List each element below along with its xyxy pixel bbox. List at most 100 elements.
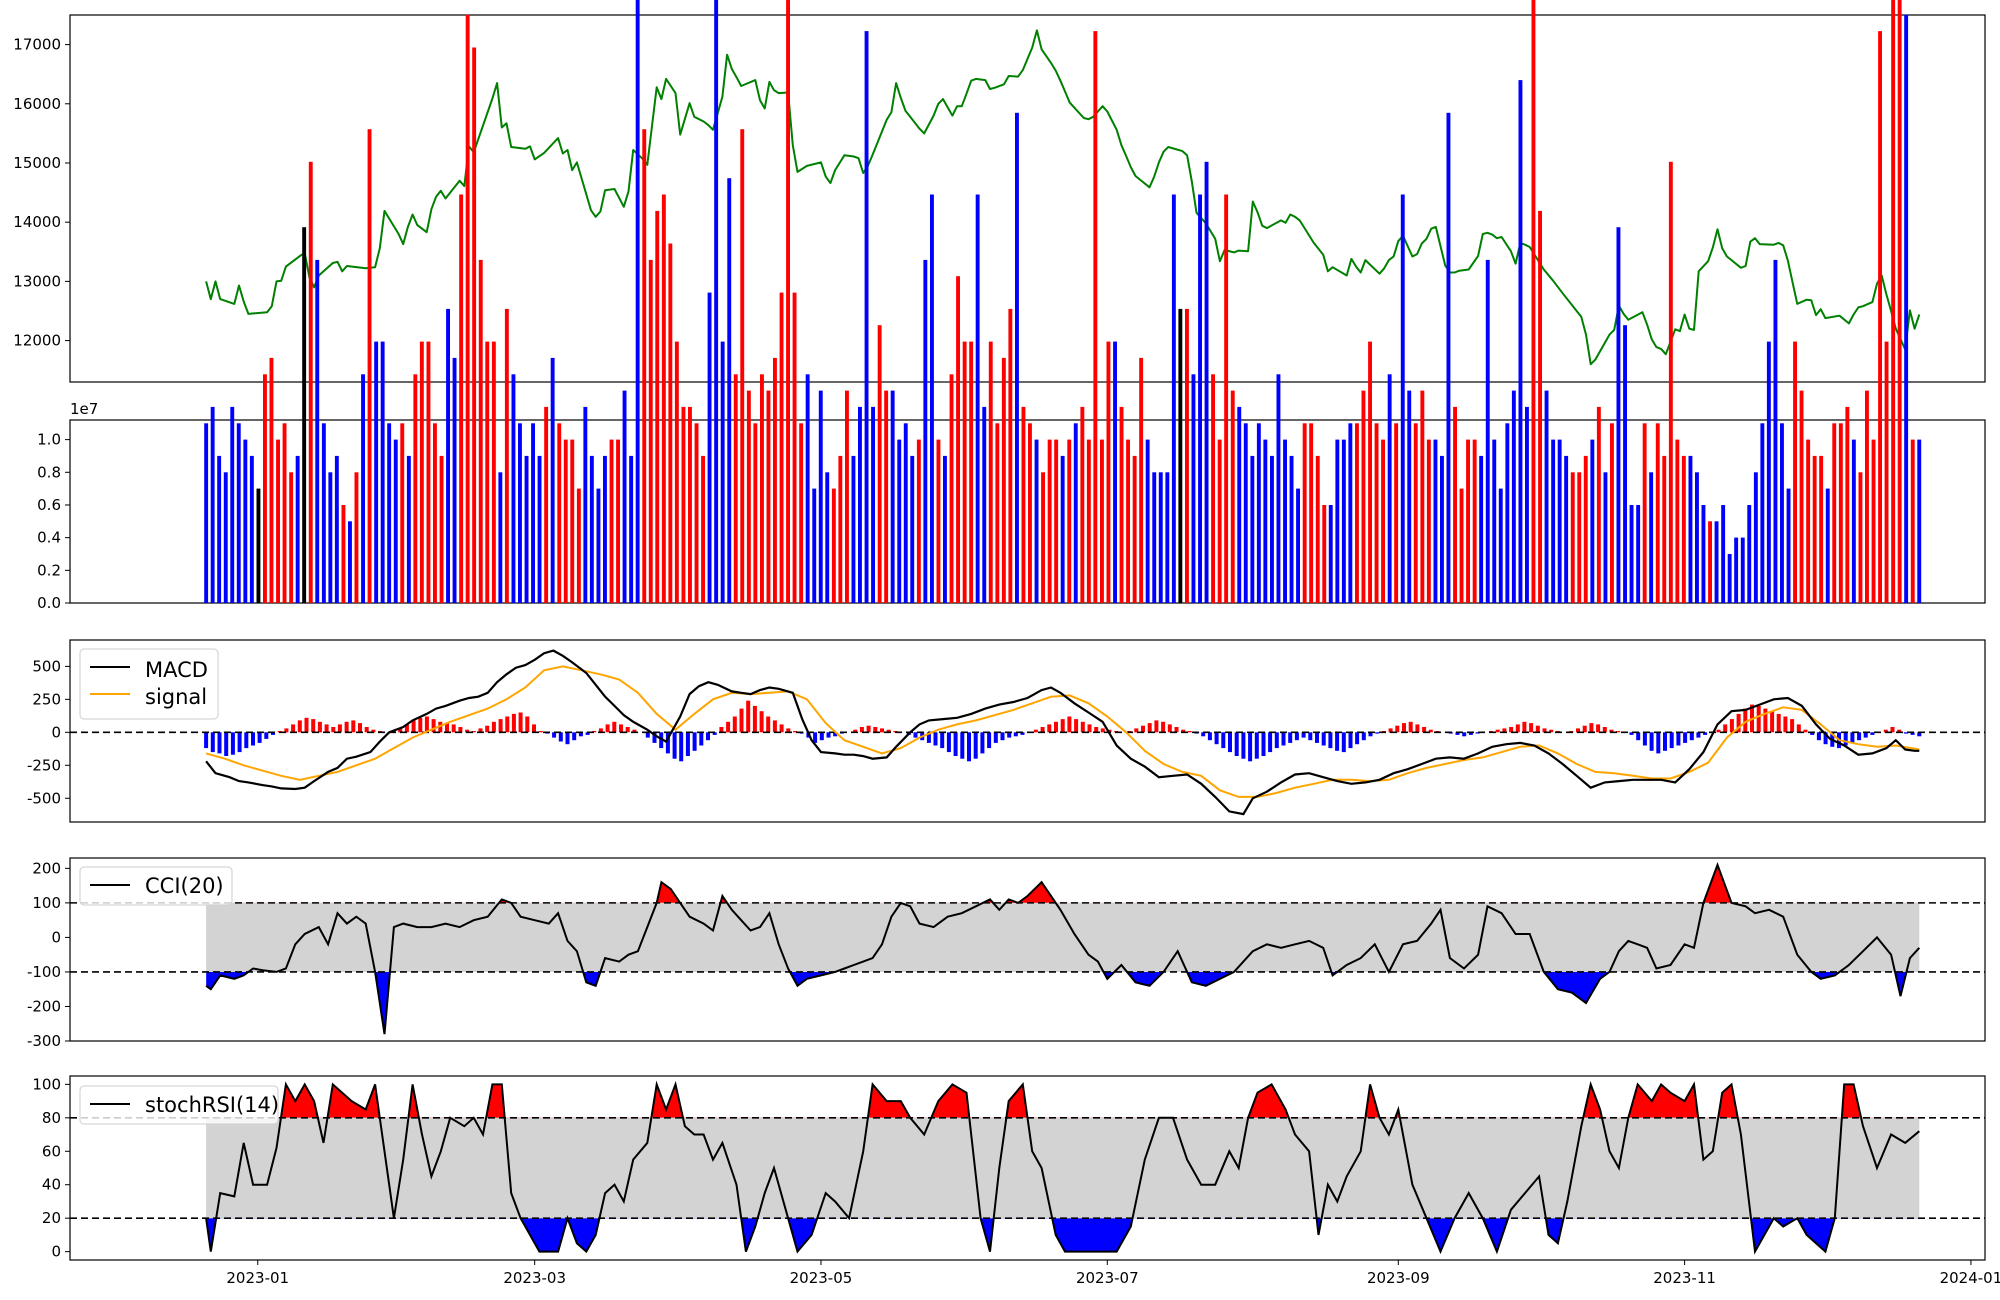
volume-bar xyxy=(544,406,549,603)
macd-histogram-bar xyxy=(1870,732,1875,735)
volume-bar xyxy=(1335,439,1340,603)
volume-bar xyxy=(1270,455,1274,603)
volume-bar xyxy=(858,406,862,603)
volume-bar xyxy=(1498,488,1503,603)
macd-histogram-bar xyxy=(779,724,784,733)
macd-histogram-bar xyxy=(1341,732,1346,753)
macd-histogram-bar xyxy=(1616,731,1621,733)
x-tick-label: 2023-03 xyxy=(503,1269,566,1287)
volume-ytick-label: 0.2 xyxy=(37,561,61,579)
volume-bar xyxy=(1178,308,1183,603)
macd-histogram-bar xyxy=(1770,711,1775,733)
macd-histogram-bar xyxy=(1703,732,1708,735)
macd-histogram-bar xyxy=(913,732,918,738)
macd-histogram-bar xyxy=(1094,727,1099,733)
volume-bar xyxy=(1596,406,1601,603)
volume-bar xyxy=(361,374,365,604)
volume-bar xyxy=(1681,455,1686,603)
volume-bar xyxy=(1636,505,1641,603)
macd-histogram-bar xyxy=(886,729,891,733)
stochrsi-ytick-label: 80 xyxy=(42,1109,61,1127)
volume-bar xyxy=(648,259,653,603)
volume-bar xyxy=(295,455,300,603)
volume-bar xyxy=(1021,406,1026,603)
macd-histogram-bar xyxy=(1154,720,1159,733)
volume-bar xyxy=(1897,0,1902,603)
macd-histogram-bar xyxy=(1040,727,1045,733)
volume-ytick-label: 1.0 xyxy=(37,431,61,449)
stochrsi-ytick-label: 100 xyxy=(32,1075,61,1093)
macd-histogram-bar xyxy=(471,731,476,733)
macd-histogram-bar xyxy=(1248,732,1253,762)
volume-bar xyxy=(1106,341,1111,603)
macd-histogram-bar xyxy=(1602,727,1607,733)
macd-histogram-bar xyxy=(699,732,704,746)
macd-panel: -500 -250 0 250 500 xyxy=(27,639,1986,823)
macd-histogram-bar xyxy=(271,732,275,735)
macd-histogram-bar xyxy=(1147,723,1152,733)
volume-bar xyxy=(1426,439,1431,603)
macd-histogram-bar xyxy=(458,727,463,733)
volume-bar xyxy=(1525,406,1529,603)
volume-bar xyxy=(635,0,640,603)
volume-bar xyxy=(1505,423,1510,603)
macd-histogram-bar xyxy=(1301,732,1306,738)
volume-bar xyxy=(439,455,444,603)
volume-ytick-label: 0.8 xyxy=(37,463,61,481)
volume-bar xyxy=(1832,423,1837,603)
volume-bar xyxy=(949,374,954,604)
volume-bar xyxy=(557,423,562,603)
volume-bar xyxy=(1440,455,1444,603)
macd-ytick-label: -500 xyxy=(27,789,61,807)
volume-bar xyxy=(1760,423,1765,603)
x-tick-label: 2024-01 xyxy=(1940,1269,2000,1287)
volume-bar xyxy=(1211,374,1215,604)
macd-histogram-bar xyxy=(1803,729,1808,733)
volume-ytick-label: 0.0 xyxy=(37,594,61,612)
cci-ytick-label: 0 xyxy=(51,928,61,946)
macd-histogram-bar xyxy=(1857,732,1862,741)
x-tick-label: 2023-11 xyxy=(1653,1269,1716,1287)
volume-bar xyxy=(367,129,372,603)
volume-bar xyxy=(583,406,588,603)
macd-histogram-bar xyxy=(1743,708,1748,733)
macd-histogram-bar xyxy=(1234,732,1239,756)
macd-histogram-bar xyxy=(1910,732,1915,735)
volume-bar xyxy=(570,439,575,603)
x-tick-label: 2023-07 xyxy=(1076,1269,1139,1287)
volume-bar xyxy=(1073,423,1078,603)
macd-histogram-bar xyxy=(1054,721,1058,733)
volume-bar xyxy=(805,374,810,604)
macd-histogram-bar xyxy=(1810,732,1815,735)
volume-bar xyxy=(217,455,222,603)
macd-histogram-bar xyxy=(1161,721,1166,733)
price-ytick-label: 17000 xyxy=(13,36,61,54)
volume-bar xyxy=(498,472,503,603)
cci-ytick-label: 100 xyxy=(32,894,61,912)
volume-bar xyxy=(1158,472,1163,603)
price-panel: 12000 13000 14000 15000 16000 17000 xyxy=(13,14,1986,383)
volume-bar xyxy=(1819,455,1824,603)
legend-label-cci: CCI(20) xyxy=(145,874,224,898)
macd-histogram-bar xyxy=(1181,729,1186,733)
signal-line xyxy=(205,665,1920,798)
volume-bar xyxy=(845,390,849,603)
macd-histogram-bar xyxy=(331,727,336,733)
volume-bar xyxy=(537,455,542,603)
macd-histogram-bar xyxy=(1468,732,1473,735)
macd-histogram-bar xyxy=(1582,725,1587,733)
macd-histogram-bar xyxy=(967,732,971,762)
volume-bar xyxy=(1348,423,1353,603)
volume-offset-text: 1e7 xyxy=(70,400,98,418)
volume-bar xyxy=(1577,472,1582,603)
macd-histogram-bar xyxy=(1509,727,1514,733)
volume-bar xyxy=(1570,472,1575,603)
volume-bar xyxy=(1649,472,1654,603)
volume-bar xyxy=(1485,259,1490,603)
volume-bar xyxy=(936,439,941,603)
volume-bar xyxy=(1132,455,1137,603)
macd-histogram-bar xyxy=(793,731,797,733)
macd-histogram-bar xyxy=(987,732,992,749)
macd-histogram-bar xyxy=(525,716,530,733)
macd-histogram-bar xyxy=(1669,732,1674,749)
